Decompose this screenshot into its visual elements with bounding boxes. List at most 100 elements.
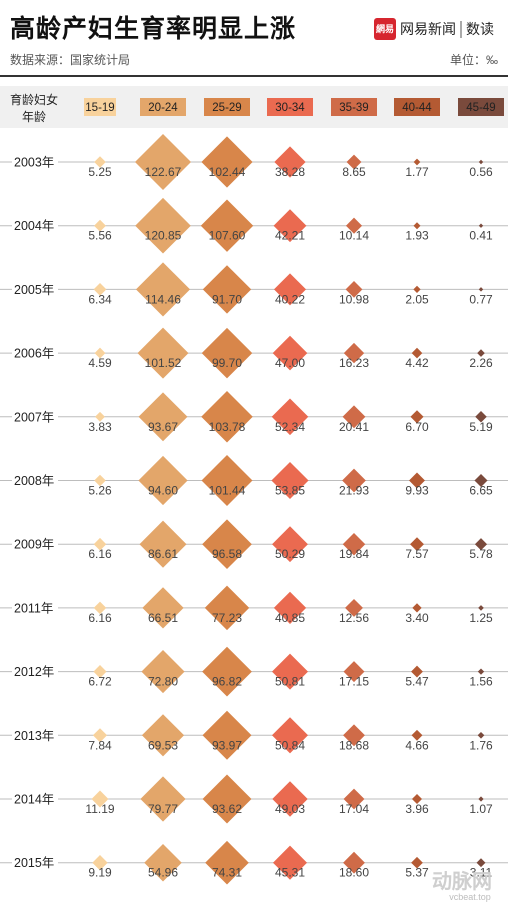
rate-value-20-24: 101.52 [145, 356, 182, 370]
rate-value-35-39: 10.14 [339, 229, 369, 243]
rate-value-30-34: 40.22 [275, 292, 305, 306]
rate-value-40-44: 3.40 [405, 611, 429, 625]
rate-value-25-29: 93.62 [212, 802, 242, 816]
row-header-line-2: 年龄 [22, 110, 46, 124]
year-label: 2006年 [14, 347, 54, 361]
rate-marker-40-44 [411, 347, 423, 359]
rate-marker-40-44 [411, 856, 423, 869]
rate-marker-35-39 [345, 598, 363, 617]
rate-marker-35-39 [346, 154, 362, 170]
rate-marker-40-44 [411, 729, 423, 741]
year-label: 2005年 [14, 283, 54, 297]
rate-value-25-29: 101.44 [209, 484, 246, 498]
legend-label-15-19: 15-19 [85, 102, 114, 114]
rate-value-20-24: 120.85 [145, 229, 182, 243]
legend-label-25-29: 25-29 [212, 102, 241, 114]
watermark-url: vcbeat.top [449, 892, 491, 902]
year-label-bg [12, 407, 58, 426]
rate-value-35-39: 8.65 [342, 165, 366, 179]
year-label-bg [12, 853, 58, 872]
rate-value-20-24: 86.61 [148, 547, 178, 561]
rate-marker-15-19 [94, 219, 106, 232]
rate-value-45-49: 3.11 [470, 866, 493, 880]
rate-value-40-44: 3.96 [405, 802, 429, 816]
rate-value-35-39: 16.23 [339, 356, 369, 370]
rate-marker-45-49 [475, 411, 487, 423]
netease-logo-icon [374, 18, 396, 40]
year-label-bg [12, 344, 58, 363]
year-row: 2008年 5.26 94.60 101.44 53.85 21.93 9.93 6.65 [0, 455, 508, 506]
rate-value-35-39: 21.93 [339, 484, 369, 498]
rate-marker-25-29 [205, 840, 249, 885]
rate-marker-20-24 [135, 134, 191, 190]
year-label-bg [12, 726, 58, 745]
rate-marker-45-49 [474, 538, 488, 551]
rate-value-30-34: 42.21 [275, 229, 305, 243]
year-label-bg [12, 535, 58, 554]
rate-marker-35-39 [345, 217, 363, 234]
rate-value-30-34: 50.81 [275, 675, 305, 689]
legend-label-30-34: 30-34 [275, 102, 305, 114]
rate-value-20-24: 54.96 [148, 866, 178, 880]
rate-value-35-39: 12.56 [339, 611, 369, 625]
legend-chip-25-29 [204, 98, 250, 116]
rate-marker-25-29 [202, 519, 252, 570]
rate-marker-30-34 [271, 717, 309, 754]
rate-marker-25-29 [201, 136, 253, 188]
rate-marker-45-49 [478, 159, 484, 165]
rate-marker-20-24 [137, 327, 189, 379]
rate-value-40-44: 5.37 [405, 866, 429, 880]
rate-value-20-24: 69.53 [148, 738, 178, 752]
rate-marker-35-39 [342, 468, 366, 493]
year-label-bg [12, 471, 58, 490]
rate-marker-15-19 [93, 665, 107, 679]
rate-value-40-44: 4.66 [405, 738, 429, 752]
rate-value-30-34: 53.85 [275, 484, 305, 498]
year-row: 2007年 3.83 93.67 103.78 52.34 20.41 6.70 5.19 [0, 391, 508, 443]
rate-value-15-19: 6.16 [88, 547, 112, 561]
row-header-line-1: 育龄妇女 [10, 92, 58, 107]
rate-marker-45-49 [476, 858, 486, 868]
rate-marker-45-49 [478, 287, 484, 292]
rate-value-25-29: 91.70 [212, 292, 242, 306]
rate-value-35-39: 19.84 [339, 547, 369, 561]
year-label: 2013年 [14, 729, 54, 743]
year-label-bg [12, 280, 58, 299]
rate-value-45-49: 1.56 [469, 675, 493, 689]
year-label: 2009年 [14, 538, 54, 552]
rate-marker-20-24 [140, 776, 186, 822]
rate-marker-15-19 [93, 601, 107, 615]
rate-value-15-19: 5.25 [88, 165, 112, 179]
rate-value-25-29: 103.78 [209, 420, 246, 434]
rate-value-40-44: 6.70 [405, 420, 429, 434]
rate-value-30-34: 47.00 [275, 356, 305, 370]
rate-value-45-49: 0.41 [469, 229, 493, 243]
rate-marker-20-24 [135, 262, 191, 317]
legend-chip-30-34 [267, 98, 313, 116]
rate-marker-20-24 [138, 392, 188, 442]
legend-chip-15-19 [84, 98, 116, 116]
rate-value-15-19: 5.26 [88, 484, 112, 498]
rate-value-20-24: 93.67 [148, 420, 178, 434]
year-row: 2003年 5.25 122.67 102.44 38.28 8.65 1.77 0.56 [0, 134, 508, 190]
rate-value-20-24: 122.67 [145, 165, 182, 179]
rate-value-30-34: 45.31 [275, 866, 305, 880]
rate-marker-15-19 [92, 728, 108, 743]
rate-marker-35-39 [343, 851, 365, 874]
rate-marker-45-49 [477, 731, 485, 739]
year-row: 2006年 4.59 101.52 99.70 47.00 16.23 4.42 2.26 [0, 327, 508, 379]
rate-value-45-49: 1.25 [469, 611, 493, 625]
legend-chip-40-44 [394, 98, 440, 116]
rate-value-25-29: 99.70 [212, 356, 242, 370]
rate-marker-15-19 [95, 411, 105, 422]
rate-value-15-19: 4.59 [88, 356, 112, 370]
rate-value-45-49: 5.19 [469, 420, 493, 434]
rate-value-30-34: 50.84 [275, 738, 305, 752]
rate-marker-15-19 [94, 156, 106, 168]
rate-marker-35-39 [345, 281, 363, 298]
rate-value-35-39: 17.04 [339, 802, 369, 816]
rate-value-15-19: 11.19 [85, 802, 114, 816]
year-label-bg [12, 153, 58, 171]
rate-value-25-29: 107.60 [209, 229, 246, 243]
